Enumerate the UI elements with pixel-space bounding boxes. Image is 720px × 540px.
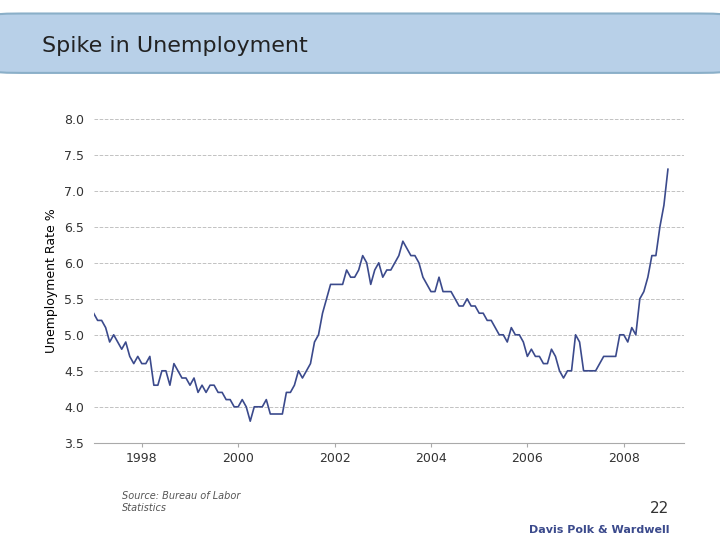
Text: Spike in Unemployment: Spike in Unemployment — [42, 36, 307, 56]
Text: Davis Polk & Wardwell: Davis Polk & Wardwell — [529, 524, 670, 535]
Text: 22: 22 — [650, 501, 670, 516]
FancyBboxPatch shape — [0, 14, 720, 73]
Text: Source: Bureau of Labor
Statistics: Source: Bureau of Labor Statistics — [122, 491, 240, 513]
Y-axis label: Unemployment Rate %: Unemployment Rate % — [45, 208, 58, 353]
